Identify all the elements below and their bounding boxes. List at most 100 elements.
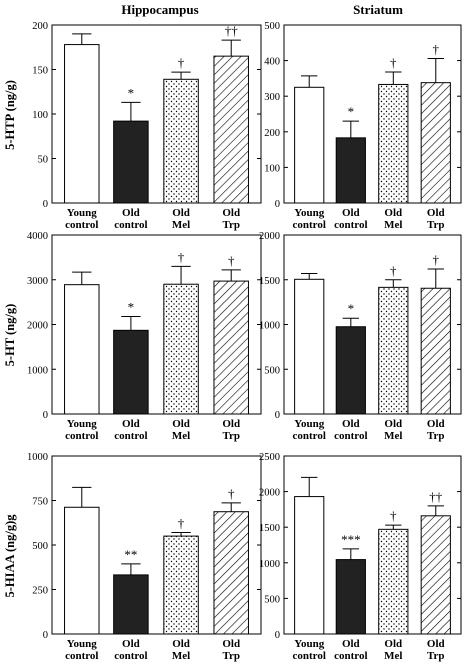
chart-panel-1: 050100150200Youngcontrol*Oldcontrol†OldM… [32,21,262,231]
x-tick-label: Old [122,207,140,219]
bar [163,283,199,415]
y-tick-label: 300 [264,92,280,103]
x-tick-label: Old [172,638,190,650]
chart-panel-6: 05001000150020002500Youngcontrol***Oldco… [259,452,462,662]
x-tick-label: Old [222,207,240,219]
x-tick-label: Young [294,207,324,219]
bar [213,511,249,635]
significance-mark: † [390,508,397,523]
bar [294,278,325,415]
significance-mark: * [128,299,135,314]
bar [378,83,409,204]
x-tick-label: Old [222,418,240,430]
plot-frame [283,455,462,635]
y-tick-label: 750 [32,497,48,508]
bar [113,574,149,635]
x-tick-label: Mel [172,650,190,662]
x-tick-label: Trp [427,219,445,231]
y-tick-label: 500 [32,541,48,552]
significance-mark: * [348,301,355,316]
significance-mark: † [433,252,440,267]
bar [213,55,249,204]
x-tick-label: control [114,650,147,662]
y-tick-label: 1500 [259,276,280,287]
bar [294,496,325,635]
x-tick-label: control [334,430,367,442]
significance-mark: † [433,41,440,56]
y-tick-label: 100 [264,163,280,174]
plot-frame [283,24,462,204]
x-tick-label: Old [172,207,190,219]
x-tick-label: control [65,650,98,662]
significance-mark: * [128,85,135,100]
y-tick-label: 500 [264,365,280,376]
y-tick-label: 0 [275,410,280,421]
x-tick-label: Old [222,638,240,650]
x-tick-label: control [293,430,326,442]
x-tick-label: control [334,650,367,662]
x-tick-label: Young [294,418,324,430]
x-tick-label: control [293,650,326,662]
y-tick-label: 2000 [259,488,280,499]
y-tick-label: 400 [264,57,280,68]
x-tick-label: Old [342,638,360,650]
y-tick-label: 2000 [259,231,280,242]
y-tick-label: 250 [32,586,48,597]
x-tick-label: control [114,430,147,442]
y-tick-label: 1500 [259,523,280,534]
significance-mark: *** [341,532,361,547]
y-tick-label: 200 [32,21,48,32]
y-tick-label: 2000 [27,321,48,332]
significance-mark: † [228,253,235,268]
bar [64,284,100,415]
chart-panel-2: 0100200300400500Youngcontrol*Oldcontrol†… [264,21,462,231]
bar [420,515,451,635]
x-tick-label: Old [122,418,140,430]
significance-mark: † [178,516,185,531]
column-title-striatum: Striatum [353,2,403,17]
x-tick-label: Mel [384,219,402,231]
bar [113,329,149,415]
x-tick-label: Old [122,638,140,650]
x-tick-label: control [293,219,326,231]
y-tick-label: 1000 [259,321,280,332]
y-tick-label: 500 [264,594,280,605]
x-tick-label: Trp [427,650,445,662]
x-tick-label: Trp [222,219,240,231]
chart-panels: 050100150200Youngcontrol*Oldcontrol†OldM… [27,21,462,662]
y-tick-label: 1000 [27,452,48,463]
y-tick-label: 0 [43,199,48,210]
x-tick-label: Young [294,638,324,650]
y-tick-label: 1000 [27,365,48,376]
y-tick-label: 3000 [27,276,48,287]
x-tick-label: Old [427,638,445,650]
y-tick-label: 50 [38,155,49,166]
plot-frame [51,234,262,415]
significance-mark: † [178,55,185,70]
bar [378,286,409,415]
plot-frame [51,24,262,204]
y-tick-label: 0 [275,630,280,641]
chart-panel-3: 01000200030004000Youngcontrol*Oldcontrol… [27,231,262,442]
bar [113,120,149,204]
x-tick-label: Mel [384,430,402,442]
bar [64,44,100,204]
bar [335,559,366,635]
y-tick-label: 150 [32,66,48,77]
significance-mark: † [390,263,397,278]
bar [64,506,100,635]
row-label-5ht: 5-HT (ng/g) [3,304,17,367]
plot-frame [283,234,462,415]
y-tick-label: 0 [43,630,48,641]
x-tick-label: control [114,219,147,231]
y-tick-label: 2500 [259,452,280,463]
x-tick-label: Trp [222,430,240,442]
bar [163,78,199,204]
significance-mark: * [348,104,355,119]
x-tick-label: control [334,219,367,231]
y-tick-label: 0 [43,410,48,421]
row-label-5hiaa: 5-HIAA (ng/g)g [3,514,17,598]
x-tick-label: Mel [172,430,190,442]
significance-mark: †† [225,23,239,38]
